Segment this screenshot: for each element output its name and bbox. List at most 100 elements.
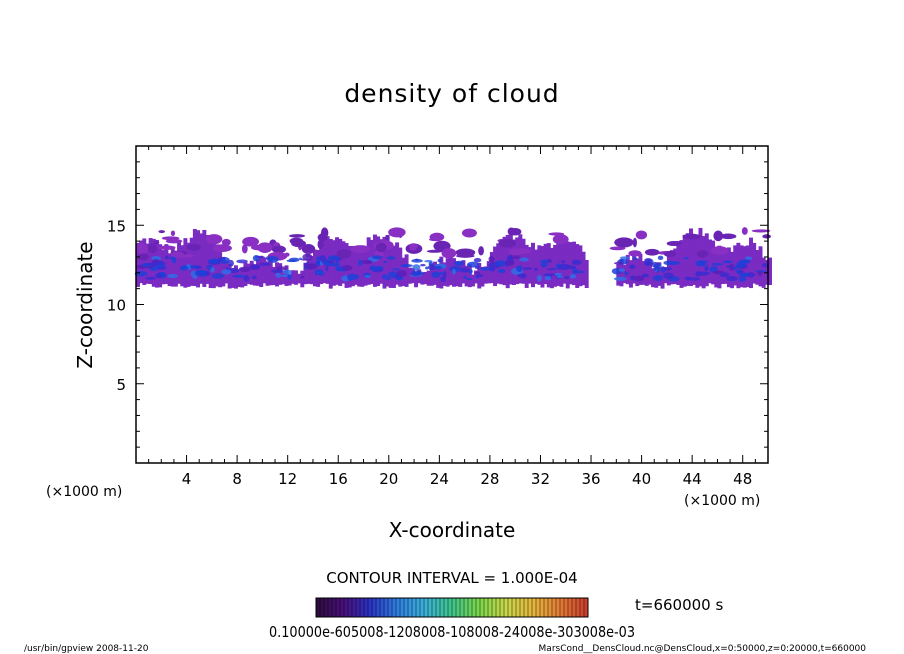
cloud-patch <box>644 248 660 256</box>
cloud-core <box>453 260 465 266</box>
cloud-column <box>306 259 311 284</box>
cloud-patch <box>170 251 184 258</box>
cloud-core <box>480 266 493 271</box>
cloud-column <box>723 250 728 284</box>
cloud-column <box>139 240 144 284</box>
cloud-column <box>755 250 760 285</box>
cloud-patch <box>478 246 484 256</box>
y-axis-tick-labels: 5 10 15 <box>107 217 126 394</box>
footer-left: /usr/bin/gpview 2008-11-20 <box>24 644 149 654</box>
x-tick-label: 24 <box>430 470 449 488</box>
cloud-core <box>546 268 557 271</box>
cloud-patch <box>498 238 516 248</box>
cloud-patch <box>137 253 149 261</box>
cloud-column <box>458 261 463 287</box>
cloud-core <box>165 255 169 260</box>
cloud-core <box>319 255 327 262</box>
cloud-core <box>468 269 473 274</box>
cloud-core <box>740 259 751 264</box>
cloud-core <box>722 260 733 264</box>
cloud-column <box>268 254 273 286</box>
cloud-column <box>480 266 485 287</box>
cloud-column <box>294 270 298 285</box>
cloud-core <box>414 271 425 275</box>
cloud-column <box>467 264 472 288</box>
cloud-core <box>725 265 733 268</box>
cloud-core <box>179 265 189 271</box>
cloud-column <box>376 236 381 286</box>
x-unit-label: (×1000 m) <box>684 493 760 509</box>
cloud-core <box>489 266 496 272</box>
cloud-column <box>635 258 640 287</box>
cloud-column <box>391 245 396 288</box>
cloud-patch <box>317 239 324 250</box>
cloud-core <box>370 265 376 271</box>
cloud-core <box>711 262 723 266</box>
cloud-patch <box>635 230 648 240</box>
cloud-core <box>735 261 747 269</box>
cloud-core <box>412 264 421 271</box>
cloud-core <box>556 275 563 279</box>
cloud-core <box>655 266 660 270</box>
cloud-column <box>395 242 400 285</box>
cloud-core <box>459 267 470 273</box>
cloud-column <box>562 236 567 284</box>
cloud-column <box>167 253 172 287</box>
cloud-core <box>157 266 167 270</box>
cloud-column <box>673 248 678 285</box>
cloud-core <box>657 255 664 261</box>
cloud-patch <box>301 243 316 255</box>
cloud-column <box>546 243 551 288</box>
cloud-column <box>281 271 286 285</box>
cloud-patch <box>289 234 306 238</box>
cloud-core <box>437 272 444 275</box>
cloud-column <box>237 269 242 288</box>
cloud-core <box>488 255 495 263</box>
cloud-column <box>575 244 580 289</box>
cloud-core <box>420 263 426 267</box>
cloud-core <box>463 275 467 279</box>
cloud-column <box>625 254 630 285</box>
cloud-core <box>194 269 207 277</box>
cloud-column <box>407 267 412 284</box>
cloud-core <box>618 268 625 272</box>
cloud-core <box>571 259 582 265</box>
cloud-column <box>584 259 589 288</box>
cloud-patch <box>426 249 443 253</box>
cloud-column <box>354 250 358 285</box>
cloud-core <box>250 265 261 269</box>
cloud-column <box>338 238 343 286</box>
cloud-core <box>305 263 318 270</box>
cloud-core <box>282 269 293 275</box>
cloud-column <box>297 273 302 284</box>
cloud-column <box>707 239 712 284</box>
cloud-column <box>692 237 697 285</box>
cloud-patch <box>153 240 160 245</box>
cloud-core <box>632 257 638 261</box>
cloud-core <box>695 260 707 267</box>
cloud-core <box>614 276 627 281</box>
cloud-column <box>537 245 542 285</box>
cloud-core <box>534 267 538 271</box>
cloud-patch <box>158 245 176 250</box>
cloud-patch <box>242 236 260 247</box>
cloud-column <box>689 228 693 287</box>
cloud-patch <box>388 227 406 238</box>
cloud-core <box>300 258 312 261</box>
cloud-column <box>341 241 346 284</box>
cloud-core <box>341 265 353 271</box>
cloud-column <box>192 229 197 287</box>
cloud-column <box>205 234 210 284</box>
cloud-core <box>275 272 282 278</box>
cloud-patch <box>455 254 475 258</box>
cloud-patch <box>205 234 223 245</box>
cloud-patch <box>751 229 771 233</box>
cloud-column <box>464 265 469 287</box>
cloud-core <box>613 261 624 265</box>
cloud-core <box>228 259 234 267</box>
cloud-patch <box>271 245 286 254</box>
cloud-core <box>172 258 177 264</box>
cloud-core <box>684 276 692 281</box>
cloud-column <box>215 244 219 287</box>
cloud-core <box>317 270 325 276</box>
